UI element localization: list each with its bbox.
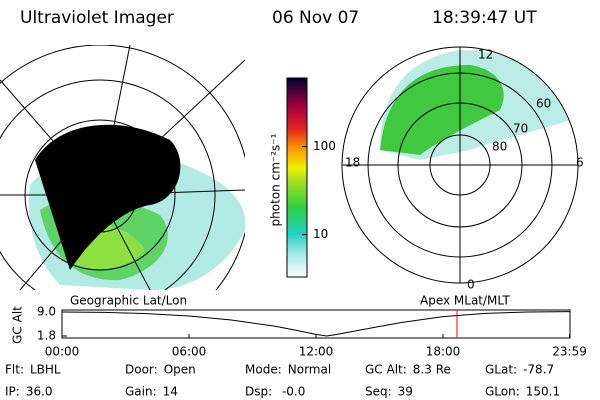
- x-tick-label: 06:00: [172, 345, 207, 359]
- field-value: -78.7: [523, 363, 554, 377]
- field-label: Seq:: [365, 385, 392, 399]
- field-value: 39: [398, 385, 413, 399]
- field-label: Flt:: [5, 363, 24, 377]
- field-label: Gain:: [125, 385, 157, 399]
- polar-image: 12 18 6 0 60 70 80: [341, 46, 584, 292]
- mlt-label: 0: [467, 278, 475, 292]
- mlat-label: 60: [536, 97, 551, 111]
- field-label: GC Alt:: [365, 363, 407, 377]
- mlat-label: 70: [513, 122, 528, 136]
- geo-image: [0, 45, 245, 290]
- time: 18:39:47 UT: [432, 8, 537, 28]
- colorbar-label: photon cm⁻²s⁻¹: [269, 133, 283, 226]
- field-value: Normal: [288, 363, 331, 377]
- field-value: 14: [163, 385, 178, 399]
- x-tick-label: 12:00: [299, 345, 334, 359]
- field-label: IP:: [5, 385, 20, 399]
- date: 06 Nov 07: [272, 8, 359, 28]
- field-value: -0.0: [278, 385, 305, 399]
- field-label: GLat:: [485, 363, 517, 377]
- alt-title: Apex MLat/MLT: [420, 294, 510, 308]
- title: Ultraviolet Imager: [20, 8, 174, 28]
- field-label: GLon:: [485, 385, 520, 399]
- field-label: Dsp:: [245, 385, 272, 399]
- field-value: 8.3 Re: [413, 363, 451, 377]
- mlt-label: 12: [478, 48, 493, 62]
- y-tick-label: 9.0: [37, 305, 56, 319]
- colorbar-tick-label: 10: [313, 227, 328, 241]
- mlt-label: 18: [345, 156, 360, 170]
- field-value: 150.1: [526, 385, 560, 399]
- mlt-label: 6: [576, 156, 584, 170]
- x-tick-label: 00:00: [45, 345, 80, 359]
- field-value: Open: [164, 363, 196, 377]
- x-tick-label: 23:59: [552, 345, 587, 359]
- alt-ylabel: GC Alt: [11, 306, 25, 344]
- altitude-line: [61, 311, 570, 337]
- field-label: Door:: [125, 363, 158, 377]
- field-value: 36.0: [26, 385, 53, 399]
- x-tick-label: 18:00: [426, 345, 461, 359]
- mlat-label: 80: [492, 140, 507, 154]
- alt-frame: [61, 309, 571, 339]
- alt-title: Geographic Lat/Lon: [70, 294, 187, 308]
- field-label: Mode:: [245, 363, 282, 377]
- colorbar-tick-label: 100: [313, 139, 336, 153]
- colorbar: [286, 77, 308, 278]
- y-tick-label: 1.8: [37, 329, 56, 343]
- field-value: LBHL: [30, 363, 61, 377]
